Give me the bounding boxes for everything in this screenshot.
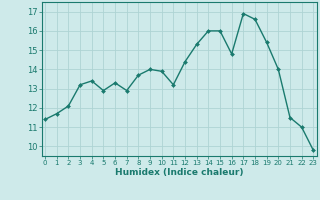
X-axis label: Humidex (Indice chaleur): Humidex (Indice chaleur) (115, 168, 244, 177)
